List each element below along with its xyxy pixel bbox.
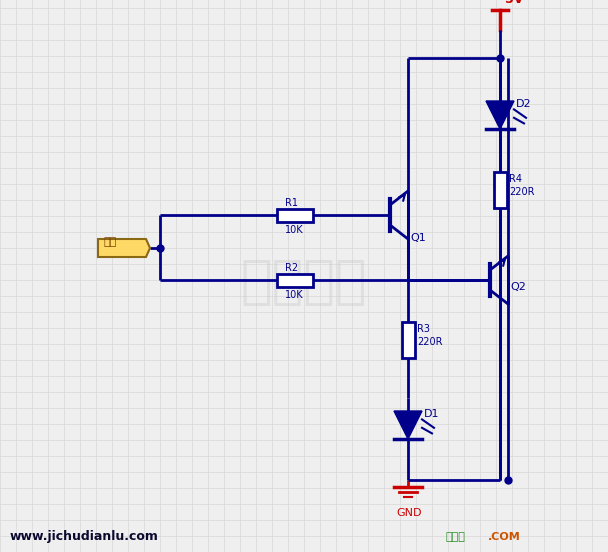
Text: 220R: 220R <box>509 187 534 197</box>
Text: 5V: 5V <box>505 0 523 6</box>
Text: 电子懒人: 电子懒人 <box>241 256 367 308</box>
Bar <box>494 172 506 208</box>
Text: www.jichudianlu.com: www.jichudianlu.com <box>10 530 159 543</box>
Text: R1: R1 <box>285 198 298 208</box>
Bar <box>277 273 313 286</box>
Text: .COM: .COM <box>488 532 520 542</box>
Text: 10K: 10K <box>285 225 303 235</box>
Polygon shape <box>394 411 422 439</box>
Text: R2: R2 <box>285 263 298 273</box>
Text: Q2: Q2 <box>510 282 526 292</box>
Bar <box>401 322 415 358</box>
Text: GND: GND <box>396 508 421 518</box>
Bar <box>277 209 313 221</box>
Text: R3: R3 <box>417 324 430 334</box>
Text: D2: D2 <box>516 99 531 109</box>
Text: 10K: 10K <box>285 290 303 300</box>
Text: R4: R4 <box>509 174 522 184</box>
Text: D1: D1 <box>424 409 440 419</box>
Text: Q1: Q1 <box>410 233 426 243</box>
Text: 探头: 探头 <box>104 237 117 247</box>
Text: 220R: 220R <box>417 337 443 347</box>
Text: 接线图: 接线图 <box>445 532 465 542</box>
Polygon shape <box>98 239 150 257</box>
Polygon shape <box>486 101 514 129</box>
